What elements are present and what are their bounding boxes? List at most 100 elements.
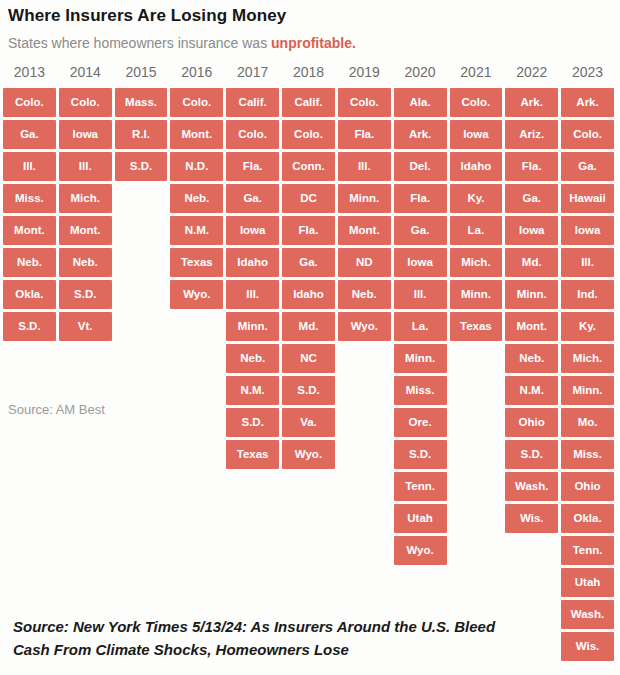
- state-cell: Colo.: [282, 120, 335, 149]
- state-cell: Ohio: [561, 472, 614, 501]
- year-column-2017: 2017Calif.Colo.Fla.Ga.IowaIdahoIll.Minn.…: [226, 63, 279, 661]
- state-cell: Ark.: [505, 88, 558, 117]
- state-cell: Wash.: [561, 600, 614, 629]
- state-cell: Tenn.: [561, 536, 614, 565]
- state-cell: R.I.: [115, 120, 168, 149]
- year-label: 2016: [170, 63, 223, 82]
- state-cell: Colo.: [561, 120, 614, 149]
- citation-line-1: Source: New York Times 5/13/24: As Insur…: [13, 615, 513, 638]
- year-column-2023: 2023Ark.Colo.Ga.HawaiiIowaIll.Ind.Ky.Mic…: [561, 63, 614, 661]
- state-cell: Calif.: [226, 88, 279, 117]
- year-label: 2018: [282, 63, 335, 82]
- state-cell: Utah: [394, 504, 447, 533]
- state-cell: NC: [282, 344, 335, 373]
- state-cell: Ky.: [561, 312, 614, 341]
- year-column-2015: 2015 Mass. R.I. S.D.: [115, 63, 168, 661]
- state-cell: Tenn.: [394, 472, 447, 501]
- state-cell: Colo.: [59, 88, 112, 117]
- state-cell: N.M.: [505, 376, 558, 405]
- state-cell: Mont.: [3, 216, 56, 245]
- year-label: 2021: [450, 63, 503, 82]
- year-label: 2020: [394, 63, 447, 82]
- subtitle-highlight-unprofitable: unprofitable.: [271, 35, 356, 51]
- state-cell: Mich.: [450, 248, 503, 277]
- state-cell: S.D.: [59, 280, 112, 309]
- state-cell: Ind.: [561, 280, 614, 309]
- year-column-2021: 2021Colo.IowaIdahoKy.La.Mich.Minn.Texas: [450, 63, 503, 661]
- state-cell: Minn.: [505, 280, 558, 309]
- state-cell: Ore.: [394, 408, 447, 437]
- state-cell: DC: [282, 184, 335, 213]
- state-cell: Ill.: [226, 280, 279, 309]
- year-label: 2014: [59, 63, 112, 82]
- state-cell: Mich.: [59, 184, 112, 213]
- state-cell: Conn.: [282, 152, 335, 181]
- state-cell: Iowa: [561, 216, 614, 245]
- state-cell: Minn.: [338, 184, 391, 213]
- state-cell: Hawaii: [561, 184, 614, 213]
- state-cell: Iowa: [505, 216, 558, 245]
- state-cell: Mont.: [59, 216, 112, 245]
- state-cell: Okla.: [3, 280, 56, 309]
- state-cell: Fla.: [226, 152, 279, 181]
- year-label: 2023: [561, 63, 614, 82]
- state-cell: Calif.: [282, 88, 335, 117]
- state-cell: S.D.: [115, 152, 168, 181]
- state-cell: S.D.: [3, 312, 56, 341]
- year-column-2013: 2013Colo.Ga.Ill.Miss.Mont.Neb.Okla.S.D.: [3, 63, 56, 661]
- state-cell: N.M.: [170, 216, 223, 245]
- year-label: 2017: [226, 63, 279, 82]
- state-cell: S.D.: [505, 440, 558, 469]
- chart-subtitle: States where homeowners insurance was un…: [8, 35, 356, 51]
- state-cell: Texas: [226, 440, 279, 469]
- state-cell: Iowa: [394, 248, 447, 277]
- state-cell: Iowa: [59, 120, 112, 149]
- year-column-2018: 2018Calif.Colo.Conn.DCFla.Ga.IdahoMd.NCS…: [282, 63, 335, 661]
- state-cell: Fla.: [505, 152, 558, 181]
- state-cell: Ill.: [3, 152, 56, 181]
- state-cell: Okla.: [561, 504, 614, 533]
- state-cell: Del.: [394, 152, 447, 181]
- state-cell: Ga.: [561, 152, 614, 181]
- state-cell: Neb.: [338, 280, 391, 309]
- state-cell: Wash.: [505, 472, 558, 501]
- state-cell: Ohio: [505, 408, 558, 437]
- state-cell: Mont.: [505, 312, 558, 341]
- state-cell: Mont.: [338, 216, 391, 245]
- state-cell: Ill.: [561, 248, 614, 277]
- state-cell: Minn.: [394, 344, 447, 373]
- state-cell: Neb.: [3, 248, 56, 277]
- subtitle-text: States where homeowners insurance was: [8, 35, 271, 51]
- state-cell: Fla.: [282, 216, 335, 245]
- state-cell: Colo.: [450, 88, 503, 117]
- state-cell: N.M.: [226, 376, 279, 405]
- state-cell: Mass.: [115, 88, 168, 117]
- state-cell: Ill.: [59, 152, 112, 181]
- year-label: 2015: [115, 63, 168, 82]
- state-cell: Wyo.: [394, 536, 447, 565]
- state-cell: S.D.: [394, 440, 447, 469]
- state-cell: ND: [338, 248, 391, 277]
- state-cell: Minn.: [226, 312, 279, 341]
- state-cell: Wyo.: [338, 312, 391, 341]
- state-cell: Texas: [450, 312, 503, 341]
- year-label: 2019: [338, 63, 391, 82]
- state-cell: Ark.: [394, 120, 447, 149]
- state-cell: Ga.: [282, 248, 335, 277]
- state-cell: La.: [394, 312, 447, 341]
- unprofitable-grid: 2013Colo.Ga.Ill.Miss.Mont.Neb.Okla.S.D.2…: [3, 63, 614, 661]
- year-label: 2013: [3, 63, 56, 82]
- state-cell: Neb.: [59, 248, 112, 277]
- state-cell: Neb.: [505, 344, 558, 373]
- state-cell: Iowa: [226, 216, 279, 245]
- year-column-2014: 2014Colo.IowaIll.Mich.Mont.Neb.S.D.Vt.: [59, 63, 112, 661]
- state-cell: Colo.: [226, 120, 279, 149]
- state-cell: Wis.: [561, 632, 614, 661]
- state-cell: Miss.: [394, 376, 447, 405]
- state-cell: Md.: [282, 312, 335, 341]
- state-cell: Idaho: [282, 280, 335, 309]
- state-cell: Minn.: [450, 280, 503, 309]
- state-cell: Mo.: [561, 408, 614, 437]
- state-cell: Ga.: [226, 184, 279, 213]
- state-cell: Ga.: [3, 120, 56, 149]
